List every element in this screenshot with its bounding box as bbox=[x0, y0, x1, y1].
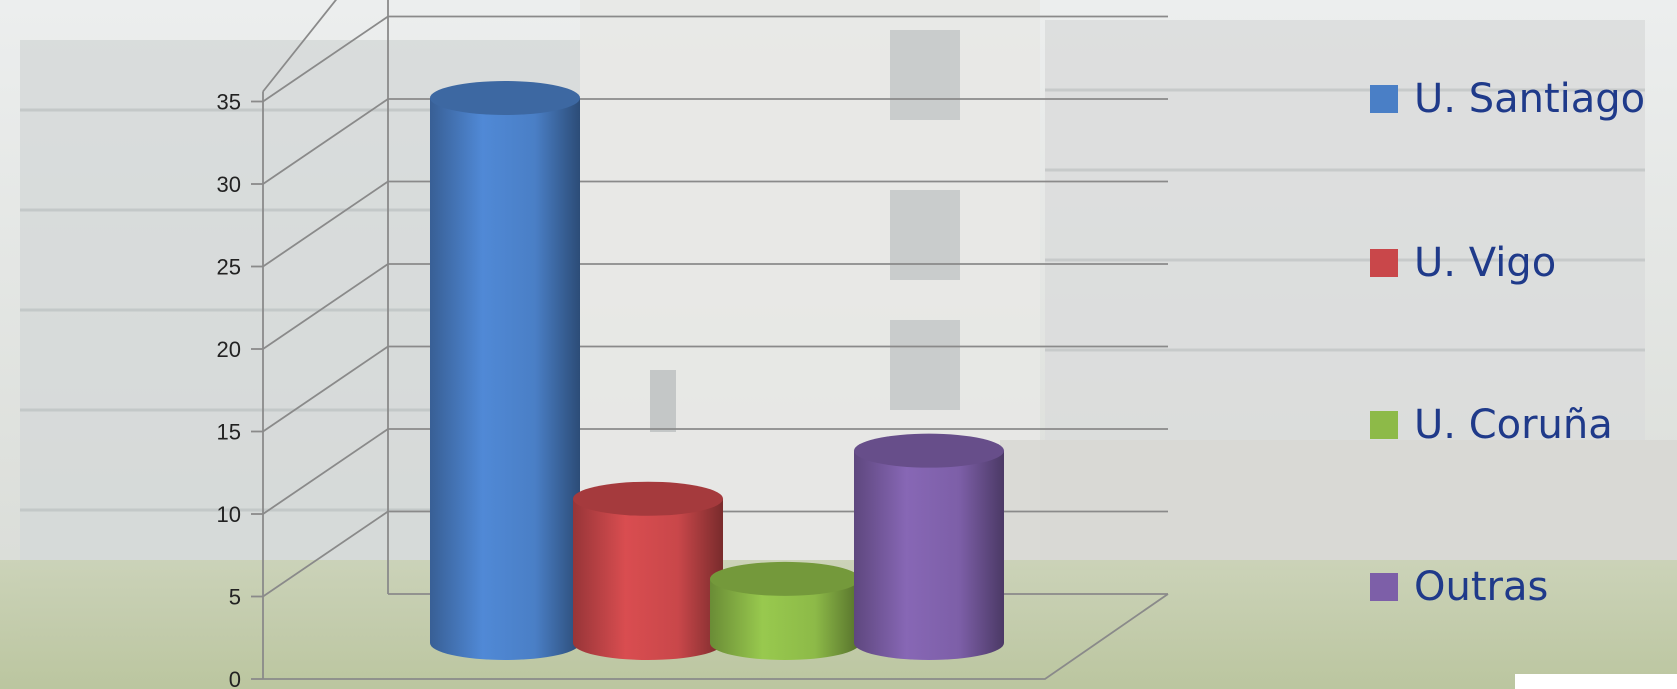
bar-body bbox=[573, 498, 723, 660]
gridline-side bbox=[262, 98, 389, 185]
legend-item: U. Santiago bbox=[1370, 76, 1645, 122]
wall-top-edge bbox=[262, 0, 338, 93]
bar-top bbox=[854, 433, 1004, 468]
floor-edge bbox=[263, 593, 1169, 680]
y-tick-label: 20 bbox=[217, 337, 241, 362]
y-tick-label: 10 bbox=[217, 502, 241, 527]
y-tick-label: 25 bbox=[217, 255, 241, 280]
bar-u-vigo bbox=[573, 481, 723, 660]
legend-swatch bbox=[1370, 249, 1398, 277]
gridline-side bbox=[262, 263, 389, 350]
legend-label: U. Vigo bbox=[1414, 240, 1557, 286]
bar-top bbox=[430, 81, 580, 115]
legend-label: U. Coruña bbox=[1414, 402, 1613, 448]
y-axis: 0 5 10 15 20 25 30 35 bbox=[217, 90, 264, 689]
legend-item: U. Coruña bbox=[1370, 402, 1613, 448]
bar-body bbox=[430, 98, 580, 660]
legend-swatch bbox=[1370, 85, 1398, 113]
gridline-side bbox=[262, 428, 389, 515]
legend: U. Santiago U. Vigo U. Coruña Outras bbox=[1370, 0, 1670, 689]
bar-u-coru-a bbox=[710, 561, 860, 660]
bar-top bbox=[573, 481, 723, 516]
y-tick-label: 15 bbox=[217, 420, 241, 445]
gridline-side bbox=[262, 510, 389, 598]
gridline-side bbox=[262, 15, 389, 103]
y-tick-label: 5 bbox=[229, 585, 241, 610]
bar-body bbox=[710, 578, 860, 660]
bar-outras bbox=[854, 433, 1004, 660]
legend-label: Outras bbox=[1414, 564, 1549, 610]
y-tick-label: 30 bbox=[217, 172, 241, 197]
legend-swatch bbox=[1370, 411, 1398, 439]
y-tick-label: 35 bbox=[217, 90, 241, 115]
gridline-side bbox=[262, 180, 389, 268]
bars bbox=[430, 81, 1004, 660]
legend-label: U. Santiago bbox=[1414, 76, 1646, 122]
bar-body bbox=[854, 450, 1004, 660]
legend-swatch bbox=[1370, 573, 1398, 601]
bar-u-santiago bbox=[430, 81, 580, 660]
gridline-side bbox=[262, 345, 389, 433]
legend-item: Outras bbox=[1370, 564, 1548, 610]
legend-item: U. Vigo bbox=[1370, 240, 1556, 286]
bar-top bbox=[710, 561, 860, 596]
y-tick-label: 0 bbox=[229, 667, 241, 689]
